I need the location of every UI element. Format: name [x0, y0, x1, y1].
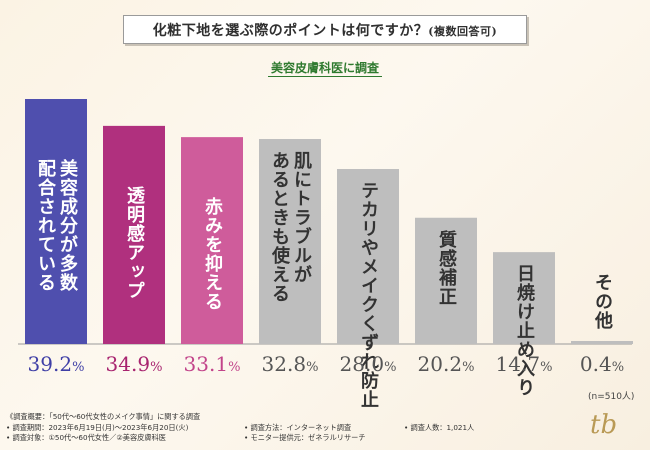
bar-label-8: その他 — [592, 273, 613, 330]
value-label-5: 28.0% — [339, 352, 397, 376]
bar-label-1: 美容成分が多数 配合されている — [35, 159, 78, 292]
bar-label-7: 日焼け止め入り — [514, 264, 535, 398]
sample-size-label: (n=510人) — [588, 392, 635, 402]
value-label-6: 20.2% — [417, 352, 475, 376]
survey-period: • 調査期間：2023年6月19日(月)〜2023年6月20日(火) — [6, 422, 189, 432]
bar-1 — [25, 99, 87, 344]
survey-method: • 調査方法：インターネット調査 — [244, 422, 352, 432]
bar-6 — [415, 217, 477, 344]
value-label-1: 39.2% — [27, 352, 85, 376]
survey-overview: 《調査概要：「50代〜60代女性のメイク事情」に関する調査 — [6, 412, 201, 421]
bar-4 — [259, 139, 321, 344]
survey-count: • 調査人数：1,021人 — [404, 422, 475, 432]
bar-label-3: 赤みを抑える — [202, 197, 223, 312]
value-label-7: 14.7% — [495, 352, 553, 376]
bar-label-5: テカリやメイクくずれ防止 — [358, 181, 379, 409]
survey-provider: • モニター提供元：ゼネラルリサーチ — [244, 433, 366, 442]
chart-title-box: 化粧下地を選ぶ際のポイントは何ですか？(複数回答可) — [123, 15, 527, 44]
bar-7 — [493, 252, 555, 344]
chart-title: 化粧下地を選ぶ際のポイントは何ですか？(複数回答可) — [153, 20, 497, 40]
bar-label-6: 質感補正 — [436, 229, 457, 306]
chart-subtitle: 美容皮膚科医に調査 — [0, 57, 650, 77]
value-label-8: 0.4% — [579, 352, 625, 376]
chart-title-sub: (複数回答可) — [428, 24, 498, 38]
value-label-4: 32.8% — [261, 352, 319, 376]
survey-target: • 調査対象：①50代〜60代女性／②美容皮膚科医 — [6, 433, 166, 442]
bar-8 — [571, 341, 633, 344]
value-label-2: 34.9% — [105, 352, 163, 376]
value-label-3: 33.1% — [183, 352, 241, 376]
bar-5 — [337, 169, 399, 344]
bar-2 — [103, 125, 165, 344]
chart-title-main: 化粧下地を選ぶ際のポイントは何ですか？ — [152, 22, 429, 39]
brand-logo: tb — [590, 410, 618, 440]
bar-label-4: 肌にトラブルが あるときも使える — [269, 151, 312, 303]
bar-3 — [181, 137, 243, 344]
bar-label-2: 透明感アップ — [124, 185, 145, 300]
